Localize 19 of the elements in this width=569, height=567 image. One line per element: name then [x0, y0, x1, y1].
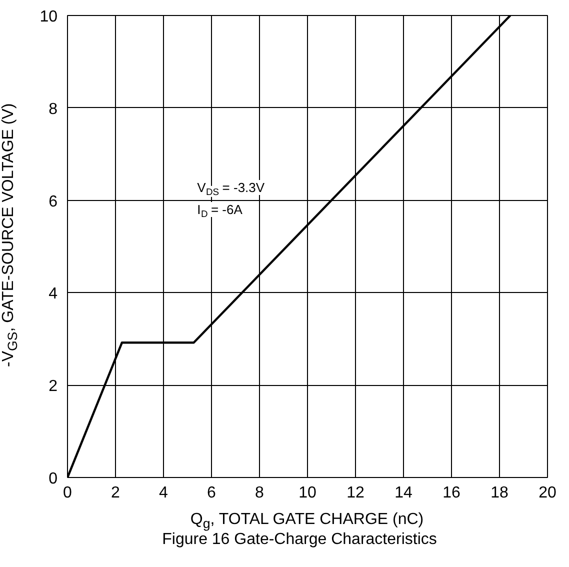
x-tick-label: 10: [298, 484, 316, 502]
x-tick-label: 18: [490, 484, 508, 502]
x-tick-label: 4: [159, 484, 168, 502]
y-tick-label: 2: [48, 378, 58, 396]
x-tick-label: 8: [255, 484, 264, 502]
x-tick-label: 12: [346, 484, 364, 502]
x-tick-label: 6: [207, 484, 216, 502]
y-tick-label: 4: [48, 286, 58, 303]
x-tick-label: 0: [63, 484, 72, 502]
text: Figure 16 Gate-Charge Characteristics: [161, 531, 438, 549]
x-tick-label: 16: [442, 484, 460, 502]
x-tick-label: 14: [394, 484, 412, 502]
x-tick-label: 20: [538, 484, 556, 502]
x-axis-title: Q$_{g}$, TOTAL GATE CHARGE (nC): [190, 511, 424, 532]
y-tick-label: 6: [48, 193, 58, 210]
y-tick-label: 8: [48, 100, 58, 118]
y-tick-label: 0: [48, 470, 58, 488]
x-tick-label: 2: [111, 484, 120, 502]
y-tick-label: 10: [40, 8, 58, 26]
